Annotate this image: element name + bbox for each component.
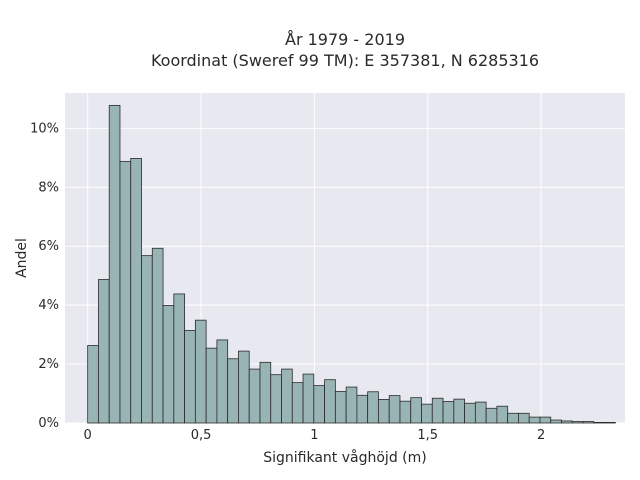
histogram-bar [119, 160, 132, 424]
histogram-bar [141, 255, 153, 424]
y-tick-label: 10% [30, 121, 59, 136]
histogram-bar [194, 319, 207, 424]
histogram-bar [98, 279, 110, 424]
histogram-bar [410, 397, 422, 424]
histogram-bar [561, 420, 573, 424]
x-tick-label: 0 [84, 428, 92, 443]
histogram-bar [302, 373, 315, 424]
histogram-bar [518, 412, 530, 424]
histogram-bar [550, 419, 562, 424]
y-tick-label: 0% [38, 416, 59, 431]
x-tick-label: 0,5 [191, 428, 212, 443]
x-tick-label: 1,5 [417, 428, 438, 443]
histogram-bar [388, 395, 401, 424]
y-tick-label: 2% [38, 357, 59, 372]
histogram-bar [151, 247, 164, 424]
histogram-bar [324, 379, 336, 424]
y-tick-label: 8% [38, 180, 59, 195]
histogram-bar [130, 158, 142, 424]
histogram-bar [227, 358, 239, 424]
histogram-bar [281, 368, 293, 424]
histogram-bar [399, 400, 412, 424]
tick-labels: 0 0,5 1 1,5 2 0% 2% 4% 6% 8% 10% [30, 121, 545, 443]
histogram-bar [367, 391, 379, 424]
histogram-bar [313, 385, 325, 424]
histogram-bar [108, 104, 121, 424]
histogram-bar [345, 386, 358, 424]
histogram-bars [87, 104, 616, 424]
histogram-bar [173, 293, 185, 424]
histogram-bar [259, 361, 272, 424]
histogram-bar [507, 412, 519, 424]
histogram-bar [162, 305, 175, 424]
histogram-bar [485, 407, 498, 424]
x-tick-label: 1 [310, 428, 318, 443]
chart-subtitle: Koordinat (Sweref 99 TM): E 357381, N 62… [151, 51, 539, 70]
histogram-bar [431, 397, 444, 424]
histogram-bar [528, 416, 541, 424]
histogram-bar [474, 401, 487, 424]
histogram-bar [248, 368, 261, 424]
histogram-bar [593, 422, 605, 424]
histogram-bar [421, 403, 433, 424]
histogram-bar [582, 421, 595, 424]
histogram-bar [496, 405, 509, 424]
x-axis-label: Signifikant våghöjd (m) [263, 449, 426, 466]
chart-title: År 1979 - 2019 [285, 30, 405, 49]
histogram-bar [291, 382, 304, 424]
histogram-bar [539, 416, 552, 424]
histogram-bar [184, 330, 196, 424]
histogram-bar [356, 394, 369, 424]
histogram-bar [571, 421, 584, 424]
histogram-bar [442, 401, 455, 424]
histogram-bar [87, 345, 99, 424]
histogram-bar [604, 422, 616, 424]
histogram-bar [216, 339, 229, 424]
y-tick-label: 4% [38, 298, 59, 313]
y-axis-label: Andel [14, 238, 30, 278]
x-tick-label: 2 [537, 428, 545, 443]
histogram-bar [205, 347, 218, 424]
histogram-bar [238, 350, 250, 424]
histogram-bar [270, 374, 282, 424]
histogram-bar [378, 399, 390, 424]
histogram-bar [334, 391, 347, 424]
y-tick-label: 6% [38, 239, 59, 254]
histogram-bar [464, 402, 476, 424]
histogram-bar [453, 398, 465, 424]
